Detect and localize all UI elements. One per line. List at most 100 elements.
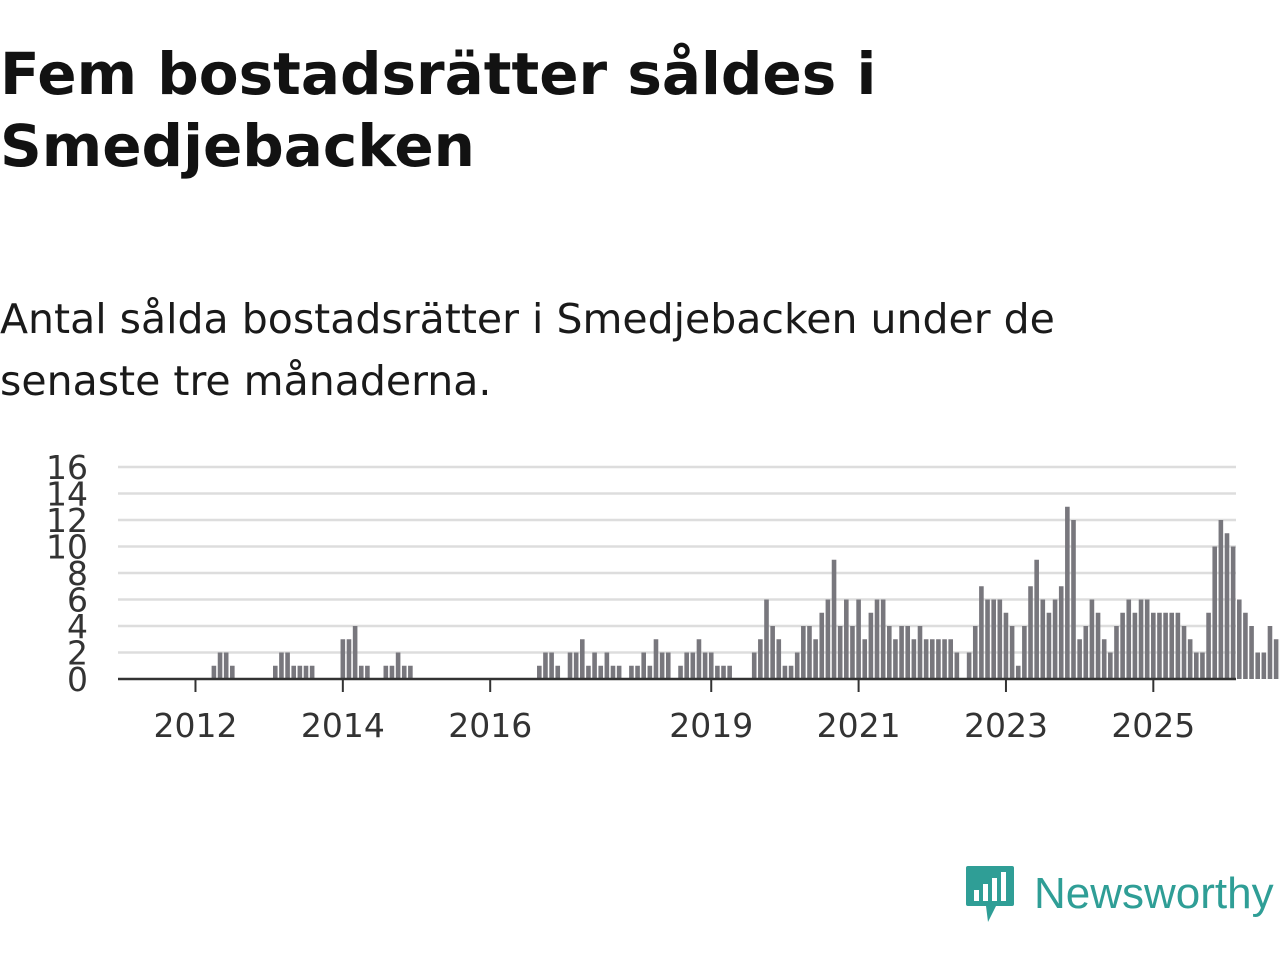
newsworthy-logo-icon <box>966 866 1014 922</box>
bar <box>610 665 616 679</box>
bar <box>813 639 818 679</box>
bar <box>653 639 659 679</box>
bar <box>702 652 708 679</box>
bar <box>917 626 923 679</box>
bar <box>580 639 585 679</box>
bar <box>696 639 702 679</box>
bar <box>856 599 861 679</box>
brand-name: Newsworthy <box>1034 869 1274 918</box>
bar <box>1273 639 1279 679</box>
bar <box>1034 559 1039 679</box>
bar <box>1181 626 1187 679</box>
bar <box>297 665 303 679</box>
bar <box>899 626 904 679</box>
bar <box>972 626 978 679</box>
bar <box>764 599 769 679</box>
bar <box>1200 652 1205 679</box>
bar <box>819 612 825 679</box>
bar <box>604 652 610 679</box>
bar <box>1095 612 1101 679</box>
bar <box>1083 626 1089 679</box>
bar <box>1212 546 1218 679</box>
bar <box>1175 612 1181 679</box>
bar <box>887 626 892 679</box>
bar <box>825 599 831 679</box>
bar <box>629 665 634 679</box>
bar <box>1009 626 1015 679</box>
bar <box>1046 612 1052 679</box>
bar <box>727 665 732 679</box>
y-tick-label: 4 <box>67 607 88 646</box>
y-tick-label: 12 <box>46 501 88 540</box>
bar <box>954 652 960 679</box>
bar <box>1261 652 1267 679</box>
bar <box>782 665 788 679</box>
x-axis: 2012 2014 2016 2019 2021 2023 2025 <box>118 677 1236 745</box>
bar <box>586 665 591 679</box>
x-tick-label: 2023 <box>964 706 1048 745</box>
bar <box>549 652 554 679</box>
bar <box>770 626 775 679</box>
bar <box>401 665 407 679</box>
bar <box>862 639 868 679</box>
chart-subtitle: Antal sålda bostadsrätter i Smedjebacken… <box>0 295 1055 405</box>
bar <box>1243 612 1248 679</box>
newsworthy-logo[interactable]: Newsworthy <box>964 864 1274 924</box>
bar <box>985 599 990 679</box>
chart-title: Fem bostadsrätter såldes i Smedjebacken <box>0 40 877 180</box>
x-tick-label: 2014 <box>301 706 385 745</box>
bar <box>1194 652 1199 679</box>
bar <box>1144 599 1150 679</box>
bar <box>1071 520 1076 679</box>
bar <box>1120 612 1125 679</box>
bar <box>659 652 665 679</box>
bar <box>893 639 898 679</box>
y-tick-label: 10 <box>46 528 88 567</box>
y-tick-label: 2 <box>67 634 88 673</box>
bar <box>358 665 364 679</box>
bar <box>684 652 689 679</box>
bar <box>303 665 309 679</box>
bar <box>1108 652 1113 679</box>
bar <box>936 639 941 679</box>
bar <box>807 626 812 679</box>
bar <box>776 639 782 679</box>
bar <box>923 639 929 679</box>
bar <box>1187 639 1193 679</box>
bar <box>1132 612 1138 679</box>
bar <box>1169 612 1175 679</box>
bars <box>211 506 1280 679</box>
bar <box>880 599 886 679</box>
y-tick-label: 0 <box>67 660 88 699</box>
y-tick-label: 14 <box>46 475 88 514</box>
bar <box>1163 612 1168 679</box>
grid-lines <box>118 465 1236 654</box>
bar <box>801 626 806 679</box>
bar <box>1218 520 1224 679</box>
bar <box>1267 626 1273 679</box>
bar <box>1058 586 1064 679</box>
x-tick-label: 2021 <box>817 706 901 745</box>
bar <box>1077 639 1082 679</box>
bar <box>1089 599 1095 679</box>
bar <box>850 626 855 679</box>
bar <box>567 652 573 679</box>
bar <box>543 652 548 679</box>
bar <box>1224 533 1230 679</box>
bar <box>285 652 290 679</box>
bar <box>383 665 389 679</box>
bar <box>279 652 284 679</box>
bar <box>647 665 653 679</box>
bar <box>389 665 395 679</box>
bar <box>537 665 542 679</box>
bar <box>905 626 911 679</box>
bar <box>408 665 413 679</box>
x-tick-label: 2012 <box>153 706 237 745</box>
bar <box>1249 626 1254 679</box>
bar <box>616 665 622 679</box>
bar <box>592 652 597 679</box>
bar <box>1065 506 1070 679</box>
bar <box>1028 586 1033 679</box>
bar <box>217 652 223 679</box>
bar <box>1230 546 1236 679</box>
